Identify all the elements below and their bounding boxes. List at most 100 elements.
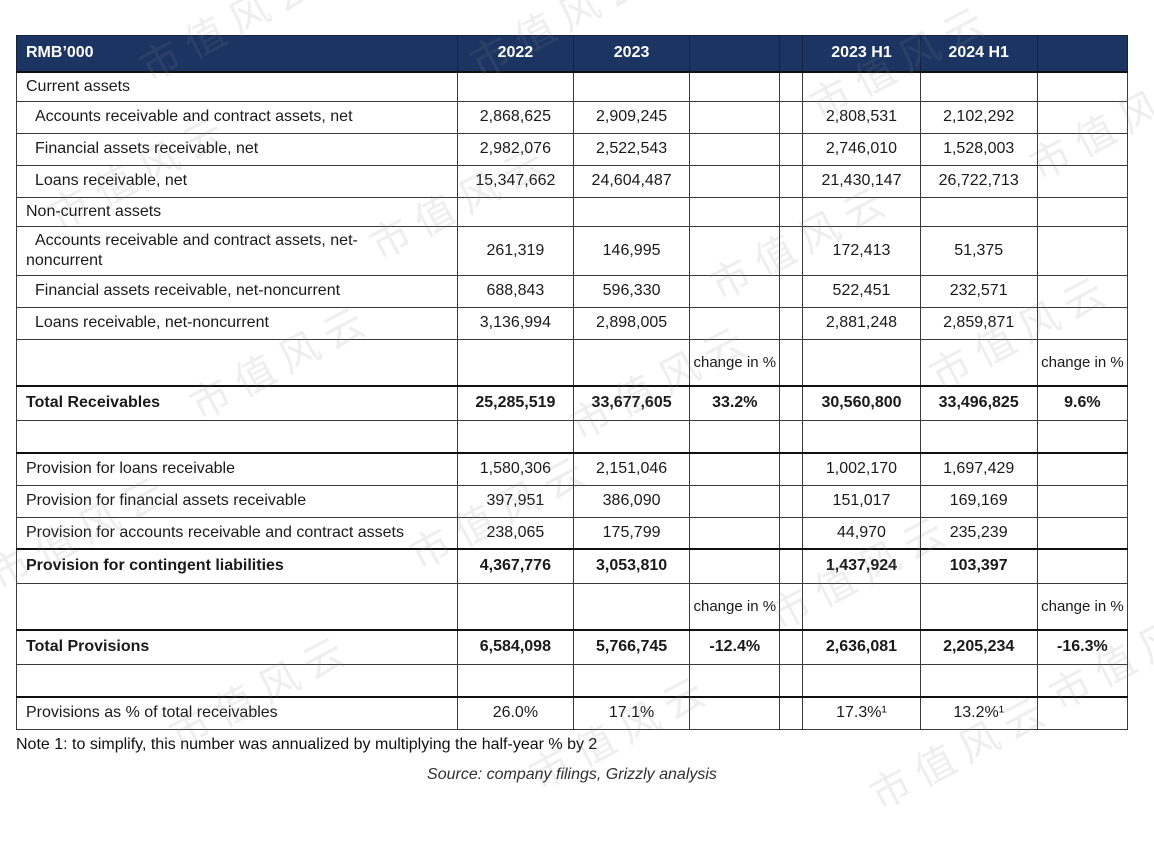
cell-2023 — [572, 196, 691, 227]
spacer-cell — [779, 484, 804, 518]
spacer-cell — [779, 452, 804, 486]
cell-change-fy: 33.2% — [689, 385, 781, 421]
spacer-cell — [779, 629, 804, 665]
cell-2023-h1: 2,636,081 — [802, 629, 921, 665]
table-row: change in % change in % — [16, 582, 1129, 631]
row-label: Total Receivables — [16, 385, 458, 421]
cell-2023-h1 — [802, 71, 921, 102]
row-label: Non-current assets — [16, 196, 458, 227]
table-row: Loans receivable, net-noncurrent 3,136,9… — [16, 306, 1129, 340]
cell-2023-h1 — [802, 582, 921, 631]
cell-2024-h1: 232,571 — [919, 274, 1038, 308]
spacer-cell — [779, 306, 804, 340]
spacer-cell — [779, 582, 804, 631]
footnote: Note 1: to simplify, this number was ann… — [16, 735, 598, 753]
cell-2024-h1: 51,375 — [919, 225, 1038, 276]
cell-2023-h1 — [802, 663, 921, 698]
cell-2022: 3,136,994 — [456, 306, 574, 340]
cell-2023: 386,090 — [572, 484, 691, 518]
table-row: change in % change in % — [16, 338, 1129, 387]
cell-2022 — [456, 196, 574, 227]
cell-change-fy — [689, 132, 781, 166]
row-label: Accounts receivable and contract assets,… — [16, 100, 458, 134]
table-row: Loans receivable, net 15,347,662 24,604,… — [16, 164, 1129, 198]
table-row: Provision for financial assets receivabl… — [16, 484, 1129, 518]
cell-2022: 1,580,306 — [456, 452, 574, 486]
cell-change-fy — [689, 274, 781, 308]
table-row: Accounts receivable and contract assets,… — [16, 100, 1129, 134]
cell-change-fy: -12.4% — [689, 629, 781, 665]
cell-2024-h1: 103,397 — [919, 548, 1038, 584]
table-row: Financial assets receivable, net 2,982,0… — [16, 132, 1129, 166]
col-header-change-h1 — [1036, 35, 1129, 73]
table-row: Non-current assets — [16, 196, 1129, 227]
cell-2023-h1: 172,413 — [802, 225, 921, 276]
cell-2023: 33,677,605 — [572, 385, 691, 421]
spacer-cell — [779, 696, 804, 730]
row-label: Provision for financial assets receivabl… — [16, 484, 458, 518]
row-label: Loans receivable, net-noncurrent — [16, 306, 458, 340]
cell-change-h1 — [1036, 548, 1129, 584]
cell-2024-h1: 235,239 — [919, 516, 1038, 550]
cell-2024-h1: 2,102,292 — [919, 100, 1038, 134]
cell-2023: 17.1% — [572, 696, 691, 730]
header-row: RMB’000 2022 2023 2023 H1 2024 H1 — [16, 35, 1129, 73]
cell-2022 — [456, 71, 574, 102]
cell-change-h1 — [1036, 452, 1129, 486]
cell-change-h1: change in % — [1036, 582, 1129, 631]
cell-2023-h1: 30,560,800 — [802, 385, 921, 421]
cell-2022: 397,951 — [456, 484, 574, 518]
cell-2023-h1: 21,430,147 — [802, 164, 921, 198]
table-row: Current assets — [16, 71, 1129, 102]
cell-2022: 4,367,776 — [456, 548, 574, 584]
cell-2023-h1 — [802, 196, 921, 227]
row-label — [16, 419, 458, 454]
cell-change-h1: 9.6% — [1036, 385, 1129, 421]
cell-2023-h1: 2,746,010 — [802, 132, 921, 166]
table-row: Provision for accounts receivable and co… — [16, 516, 1129, 550]
cell-2024-h1 — [919, 419, 1038, 454]
cell-2023-h1: 2,808,531 — [802, 100, 921, 134]
cell-2022: 688,843 — [456, 274, 574, 308]
col-header-2023-h1: 2023 H1 — [802, 35, 921, 73]
spacer-cell — [779, 516, 804, 550]
cell-change-fy — [689, 452, 781, 486]
cell-change-fy — [689, 419, 781, 454]
cell-change-h1 — [1036, 696, 1129, 730]
source-line: Source: company filings, Grizzly analysi… — [427, 765, 717, 783]
spacer-cell — [779, 663, 804, 698]
cell-2023: 3,053,810 — [572, 548, 691, 584]
spacer-cell — [779, 71, 804, 102]
cell-change-h1 — [1036, 196, 1129, 227]
cell-2022 — [456, 663, 574, 698]
cell-2023 — [572, 419, 691, 454]
row-label: Provision for accounts receivable and co… — [16, 516, 458, 550]
row-label: Accounts receivable and contract assets,… — [16, 225, 458, 276]
cell-2022 — [456, 419, 574, 454]
cell-2022: 15,347,662 — [456, 164, 574, 198]
cell-change-h1 — [1036, 516, 1129, 550]
cell-2024-h1: 13.2%¹ — [919, 696, 1038, 730]
cell-change-h1 — [1036, 484, 1129, 518]
spacer-cell — [779, 196, 804, 227]
cell-change-h1: -16.3% — [1036, 629, 1129, 665]
table-row-provisions-ratio: Provisions as % of total receivables 26.… — [16, 696, 1129, 730]
cell-2022: 238,065 — [456, 516, 574, 550]
spacer-cell — [779, 338, 804, 387]
cell-change-fy — [689, 696, 781, 730]
row-label — [16, 582, 458, 631]
financial-table: RMB’000 2022 2023 2023 H1 2024 H1 Curren… — [16, 35, 1129, 730]
cell-change-fy — [689, 71, 781, 102]
cell-change-fy — [689, 484, 781, 518]
row-label: Loans receivable, net — [16, 164, 458, 198]
row-label: Provision for loans receivable — [16, 452, 458, 486]
cell-2023: 2,151,046 — [572, 452, 691, 486]
col-header-2023: 2023 — [572, 35, 691, 73]
row-label: Financial assets receivable, net-noncurr… — [16, 274, 458, 308]
spacer-cell — [779, 548, 804, 584]
cell-2023: 146,995 — [572, 225, 691, 276]
cell-2022: 2,868,625 — [456, 100, 574, 134]
cell-change-fy — [689, 663, 781, 698]
cell-2023: 175,799 — [572, 516, 691, 550]
spacer-cell — [779, 132, 804, 166]
